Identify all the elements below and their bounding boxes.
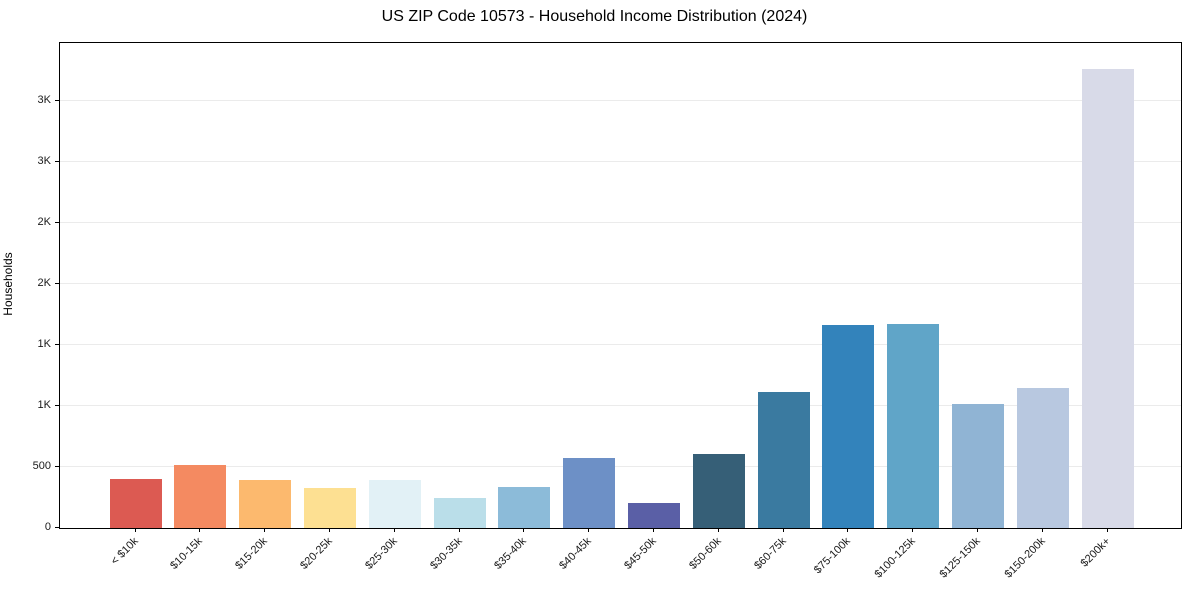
y-tick-mark (55, 282, 59, 284)
bar-$200k+ (1081, 69, 1134, 528)
y-tick-mark (55, 160, 59, 162)
y-tick-label: 1K (37, 337, 51, 350)
y-tick-mark (55, 221, 59, 223)
bar-< $10k (109, 479, 162, 528)
bar-$125-150k (951, 403, 1004, 528)
gridline (60, 161, 1181, 163)
x-tick-mark (134, 528, 136, 532)
gridline (60, 283, 1181, 285)
gridline (60, 405, 1181, 407)
y-tick-mark (55, 343, 59, 345)
x-tick-mark (652, 528, 654, 532)
x-tick-mark (717, 528, 719, 532)
gridline (60, 222, 1181, 224)
x-tick-mark (458, 528, 460, 532)
x-tick-mark (199, 528, 201, 532)
y-tick-label: 0 (44, 521, 51, 533)
bar-$10-15k (174, 464, 227, 528)
bar-$150-200k (1016, 387, 1069, 528)
bar-$20-25k (303, 487, 356, 528)
y-tick-label: 3K (37, 93, 51, 106)
plot-area (59, 42, 1182, 529)
gridline (60, 100, 1181, 102)
bar-$25-30k (368, 479, 421, 528)
x-tick-mark (847, 528, 849, 532)
x-tick-mark (588, 528, 590, 532)
bar-$30-35k (433, 497, 486, 528)
x-tick-mark (1106, 528, 1108, 532)
x-tick-mark (264, 528, 266, 532)
bar-$100-125k (887, 324, 940, 528)
y-tick-mark (55, 99, 59, 101)
bar-$35-40k (498, 486, 551, 528)
gridline (60, 466, 1181, 468)
x-tick-mark (782, 528, 784, 532)
y-tick-mark (55, 465, 59, 467)
x-tick-mark (393, 528, 395, 532)
y-tick-label: 1K (37, 398, 51, 411)
bar-$40-45k (563, 457, 616, 528)
bar-$75-100k (822, 325, 875, 528)
bar-$60-75k (757, 391, 810, 528)
y-tick-label: 2K (37, 276, 51, 289)
x-tick-mark (328, 528, 330, 532)
bar-$45-50k (627, 503, 680, 528)
y-tick-mark (55, 404, 59, 406)
bar-$50-60k (692, 453, 745, 528)
gridline (60, 344, 1181, 346)
x-tick-mark (1041, 528, 1043, 532)
chart-title: US ZIP Code 10573 - Household Income Dis… (381, 8, 808, 25)
bar-$15-20k (239, 479, 292, 528)
x-tick-mark (523, 528, 525, 532)
x-tick-label: < $10k (108, 535, 141, 568)
y-tick-label: 2K (37, 215, 51, 228)
x-tick-mark (912, 528, 914, 532)
x-tick-mark (976, 528, 978, 532)
y-tick-label: 500 (32, 459, 51, 472)
y-tick-mark (55, 527, 59, 528)
y-tick-label: 3K (37, 154, 51, 167)
